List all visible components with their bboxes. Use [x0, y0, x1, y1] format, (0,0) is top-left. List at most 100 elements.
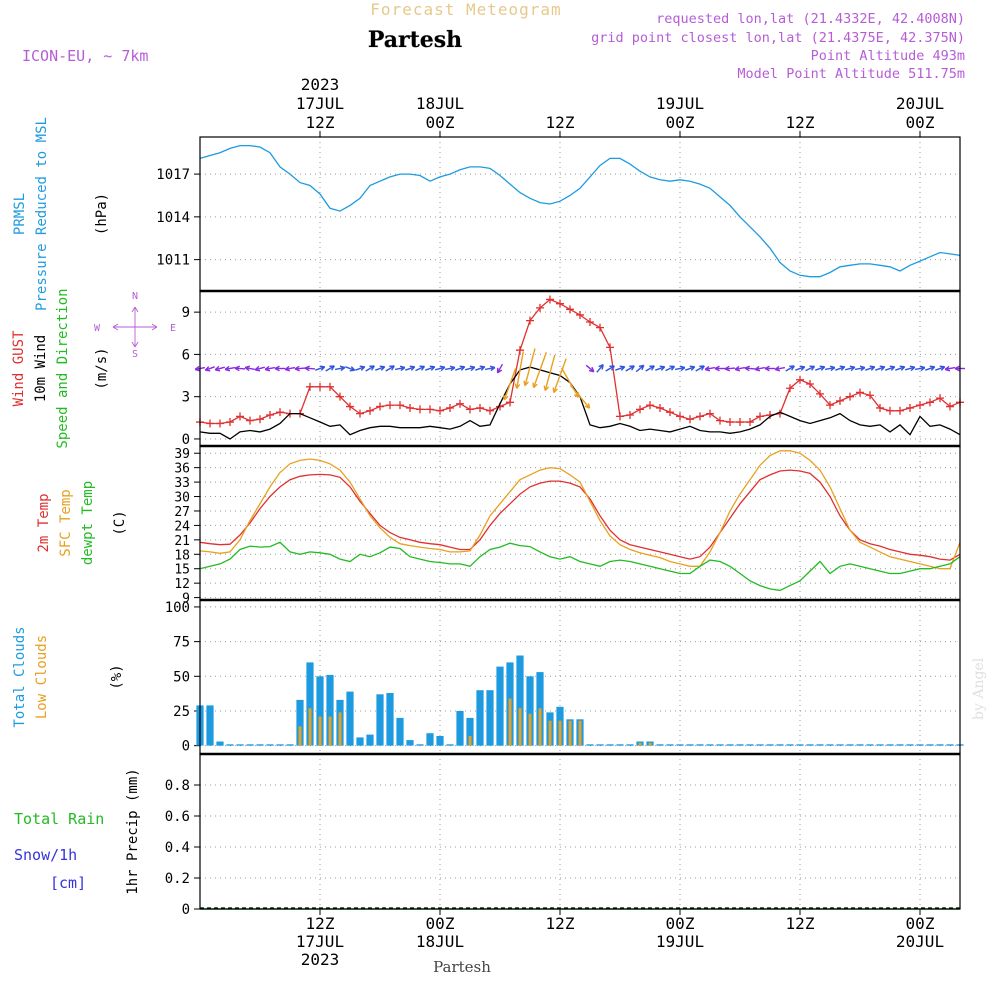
- total-cloud-bar: [836, 744, 844, 746]
- ylabel-10m-wind: 10m Wind: [33, 335, 49, 402]
- total-cloud-bar: [466, 717, 474, 746]
- wind-arrow-head: [679, 365, 686, 372]
- ytick-label: 12: [174, 577, 190, 592]
- wind-arrow: [375, 366, 385, 371]
- ytick-label: 36: [174, 462, 190, 477]
- wind-arrow-head: [704, 365, 711, 372]
- ytick-label: 0: [182, 432, 190, 448]
- wind-arrow: [465, 366, 475, 371]
- wind-arrow-head: [899, 365, 906, 371]
- low-cloud-bar: [548, 720, 552, 746]
- gust-marker: [316, 382, 324, 391]
- wind-arrow: [795, 366, 805, 371]
- top-axis-label: 19JUL: [656, 94, 704, 113]
- model-label: ICON-EU, ~ 7km: [22, 47, 148, 65]
- total-cloud-bar: [206, 705, 214, 746]
- gust-marker: [606, 343, 614, 352]
- wind-arrow: [294, 367, 306, 370]
- total-cloud-bar: [256, 744, 264, 746]
- ylabel--c-: (C): [112, 510, 128, 535]
- gust-marker: [526, 316, 534, 325]
- ytick-label: 0: [182, 739, 190, 755]
- gust-marker: [326, 382, 334, 391]
- watermark: by Angel: [971, 657, 987, 720]
- panels: 1011 1014 1017 PRMSL Pressure Reduced to MSL…: [11, 117, 965, 918]
- top-axis-label: 18JUL: [416, 94, 464, 113]
- wind-arrow-head: [552, 387, 558, 394]
- requested-coords: requested lon,lat (21.4332E, 42.4008N): [656, 11, 965, 27]
- gust-marker: [426, 405, 434, 414]
- compass-lines: [112, 306, 158, 348]
- location-title: Partesh: [368, 27, 462, 53]
- gust-marker: [926, 398, 934, 407]
- wind-arrow: [925, 366, 935, 371]
- gust-marker: [836, 396, 844, 405]
- total-cloud-bar: [756, 744, 764, 746]
- wind-arrow-head: [849, 365, 856, 372]
- wind-arrow: [885, 366, 895, 371]
- wind-arrow: [455, 366, 465, 371]
- total-cloud-bar: [266, 744, 274, 746]
- wind-arrow-head: [339, 365, 346, 372]
- total-cloud-bar: [406, 740, 414, 746]
- precip-legend-0: Total Rain: [14, 810, 104, 828]
- total-cloud-bar: [866, 744, 874, 746]
- gust-marker: [806, 380, 814, 388]
- total-cloud-bar: [356, 737, 364, 746]
- wind-arrow: [355, 366, 365, 371]
- gust-marker: [386, 401, 394, 410]
- total-cloud-bar: [926, 744, 934, 746]
- gust-marker: [306, 382, 314, 391]
- ylabel-wind-gust: Wind GUST: [11, 330, 27, 406]
- wind-arrow: [585, 364, 595, 373]
- wind-arrow: [914, 366, 926, 371]
- wind-arrow: [496, 363, 504, 374]
- wind-arrow: [215, 366, 225, 371]
- bottom-axis-label: 12Z: [546, 914, 575, 933]
- bottom-axis-label: 12Z: [306, 914, 335, 933]
- footer-location: Partesh: [433, 958, 491, 976]
- ylabel-low-clouds: Low Clouds: [34, 635, 50, 719]
- top-axis-label: 00Z: [666, 113, 695, 132]
- gust-marker: [436, 406, 444, 415]
- low-cloud-bar: [538, 708, 542, 746]
- ytick-label: 21: [174, 534, 190, 549]
- ylabel--: (%): [109, 664, 125, 689]
- wind-arrow: [835, 366, 845, 371]
- wind-arrow-head: [429, 365, 436, 371]
- low-cloud-bar: [528, 713, 532, 746]
- gust-marker: [696, 412, 704, 421]
- panel-frame: [199, 753, 961, 910]
- gust-marker: [756, 412, 764, 421]
- wind-arrow: [596, 364, 604, 373]
- wind-arrow-head: [379, 365, 386, 371]
- wind-arrow-head: [809, 365, 816, 371]
- wind-arrow-head: [543, 385, 550, 391]
- wind-arrow-head: [819, 365, 826, 371]
- gust-marker: [816, 389, 824, 398]
- total-cloud-bar: [656, 744, 664, 746]
- gust-marker: [596, 323, 604, 332]
- wind-arrow: [905, 366, 915, 371]
- total-cloud-bar: [726, 744, 734, 746]
- gust-marker: [546, 295, 554, 304]
- wind-arrow-head: [224, 365, 231, 372]
- gust-marker: [796, 375, 804, 384]
- low-cloud-bar: [328, 716, 332, 746]
- total-cloud-bar: [586, 744, 594, 746]
- compass-w: W: [94, 323, 101, 334]
- wind-arrow: [315, 366, 325, 371]
- gust-marker: [716, 416, 724, 425]
- wind-arrow-head: [859, 365, 866, 372]
- wind-arrow: [516, 351, 524, 389]
- wind-arrow-head: [724, 365, 730, 372]
- ytick-label: 0.8: [165, 778, 190, 794]
- wind-arrow-head: [774, 365, 781, 372]
- gust-marker: [586, 318, 594, 326]
- wind-arrow-head: [514, 383, 521, 389]
- ytick-label: 0.4: [165, 840, 190, 856]
- low-cloud-bar: [318, 716, 322, 746]
- wind-arrow: [734, 366, 746, 371]
- gust-marker: [946, 402, 954, 411]
